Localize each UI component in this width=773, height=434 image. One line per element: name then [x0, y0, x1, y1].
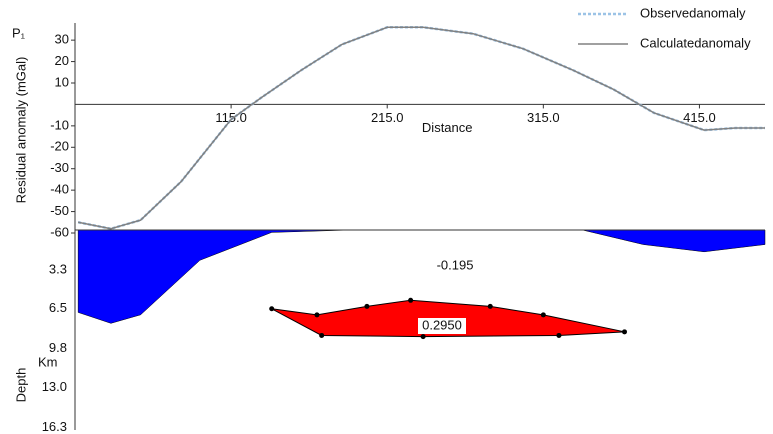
label-box: [418, 318, 466, 334]
x-tick-label: 415.0: [683, 110, 716, 125]
density-label: -0.195: [437, 257, 474, 272]
y-axis-label: Residual anomaly (mGal): [13, 57, 28, 204]
x-axis-label: Distance: [422, 120, 473, 135]
legend-label: Observedanomaly: [640, 5, 746, 20]
depth-label: Depth: [13, 368, 28, 403]
depth-tick-label: 3.3: [49, 261, 67, 276]
body-vertex: [556, 332, 562, 338]
y-tick-label: -10: [50, 117, 69, 132]
series-line: [77, 26, 765, 230]
y-tick-label: -20: [50, 139, 69, 154]
legend-label: Calculatedanomaly: [640, 35, 751, 50]
depth-unit: Km: [38, 354, 58, 369]
body-vertex: [364, 303, 370, 309]
y-tick-label: 10: [55, 74, 69, 89]
x-tick-label: 215.0: [371, 110, 404, 125]
y-tick-label: -30: [50, 160, 69, 175]
y-tick-label: 20: [55, 53, 69, 68]
depth-tick-label: 16.3: [42, 419, 67, 434]
density-label: 0.2950: [422, 317, 462, 332]
y-tick-label: -50: [50, 203, 69, 218]
depth-tick-label: 13.0: [42, 379, 67, 394]
y-tick-label: -60: [50, 224, 69, 239]
body-vertex: [314, 312, 320, 318]
body-vertex: [269, 306, 275, 312]
body-vertex: [622, 329, 628, 335]
body-vertex: [420, 334, 426, 340]
body-vertex: [540, 312, 546, 318]
profile-label: P₁: [12, 25, 26, 40]
y-tick-label: -40: [50, 182, 69, 197]
body-vertex: [487, 303, 493, 309]
y-tick-label: 30: [55, 32, 69, 47]
depth-tick-label: 9.8: [49, 340, 67, 355]
x-tick-label: 315.0: [527, 110, 560, 125]
body-vertex: [319, 332, 325, 338]
body-vertex: [408, 297, 414, 303]
depth-tick-label: 6.5: [49, 300, 67, 315]
